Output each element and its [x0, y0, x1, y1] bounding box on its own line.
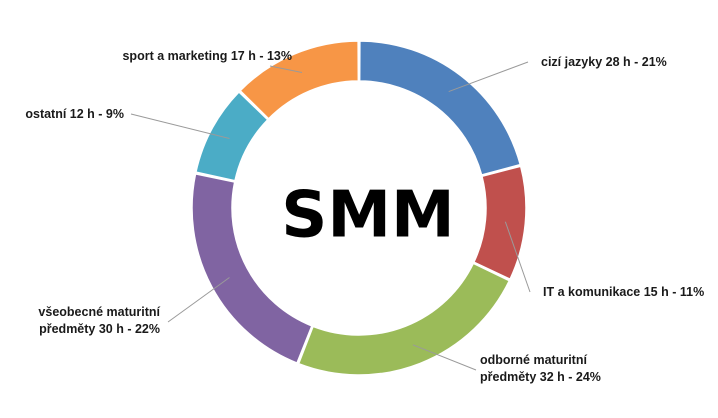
slice-label-line: cizí jazyky 28 h - 21%: [541, 55, 667, 69]
slice-label-line: IT a komunikace 15 h - 11%: [543, 285, 704, 299]
leader-line: [412, 344, 477, 371]
slice-label-line: sport a marketing 17 h - 13%: [122, 49, 292, 63]
slice-label: IT a komunikace 15 h - 11%: [543, 285, 704, 299]
donut-slice: [194, 90, 269, 182]
slice-label: ostatní 12 h - 9%: [25, 107, 124, 121]
leader-line: [504, 221, 531, 293]
slice-label: cizí jazyky 28 h - 21%: [541, 55, 667, 69]
slice-label-line: předměty 32 h - 24%: [480, 370, 601, 384]
donut-slice: [191, 172, 313, 365]
donut-slice: [297, 262, 511, 376]
slice-label-line: předměty 30 h - 22%: [39, 322, 160, 336]
slice-labels: cizí jazyky 28 h - 21% IT a komunikace 15…: [25, 49, 704, 384]
leader-line: [448, 61, 529, 93]
slice-label-line: odborné maturitní: [480, 353, 587, 367]
leader-lines: [130, 61, 531, 371]
leader-line: [167, 277, 230, 323]
donut-slice: [358, 40, 522, 176]
slice-label: odborné maturitní předměty 32 h - 24%: [480, 353, 601, 384]
chart-center-title: SMM: [281, 179, 454, 253]
slice-label: sport a marketing 17 h - 13%: [122, 49, 292, 63]
slice-label-line: ostatní 12 h - 9%: [25, 107, 124, 121]
donut-slice: [239, 40, 360, 120]
donut-slices: [191, 40, 527, 376]
leader-line: [130, 113, 230, 139]
slice-label-line: všeobecné maturitní: [38, 305, 160, 319]
donut-slice: [472, 165, 527, 281]
leader-line: [269, 65, 303, 74]
slice-label: všeobecné maturitní předměty 30 h - 22%: [38, 305, 160, 336]
